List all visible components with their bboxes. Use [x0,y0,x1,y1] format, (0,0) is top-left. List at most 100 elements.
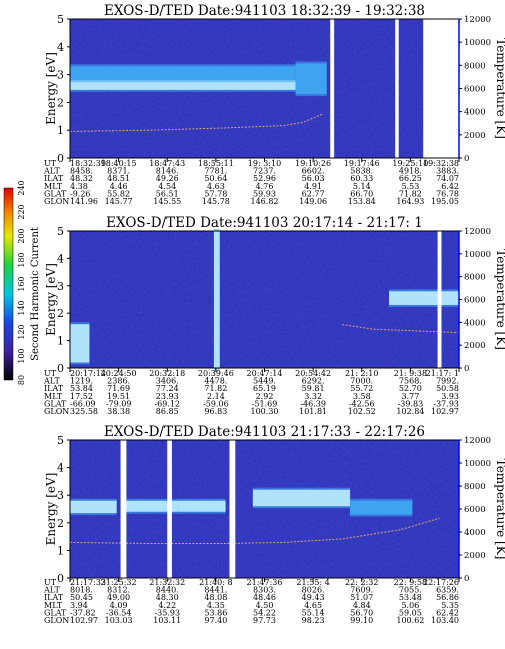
data-gap [395,19,399,158]
row-value: -36.54 [106,608,132,617]
row-value: 21:25:32 [101,578,137,587]
row-value: -37.82 [70,608,96,617]
row-value: 6.42 [441,182,459,191]
y2-tick-label: 8000 [464,482,486,492]
row-value: 20:24:50 [101,369,137,378]
row-value: 145.55 [153,197,181,206]
row-value: 18:47:43 [149,159,185,168]
y2-tick-label: 10000 [464,38,491,48]
row-value: 18:32:39 [70,159,106,168]
row-value: 71.69 [107,384,130,393]
row-value: 56.03 [302,174,325,183]
row-value: 57.78 [204,189,227,198]
row-value: -51.69 [252,399,278,408]
row-value: 7609. [350,586,373,595]
y2-axis-label: Temperature [K] [494,38,505,139]
row-value: 49.26 [156,174,179,183]
colorbar-tick-label: 80 [17,375,26,385]
row-value: 18:55:11 [198,159,234,168]
y2-tick-label: 12000 [464,436,491,446]
row-label: ALT [43,586,60,595]
row-value: 19:25:10 [392,159,428,168]
y-tick-label: 1 [57,124,64,137]
row-value: 60.33 [350,174,373,183]
row-value: 21:55: 4 [296,578,329,587]
row-value: 51.07 [350,593,373,602]
row-value: 71.82 [204,384,227,393]
row-value: 53.86 [204,608,227,617]
row-value: 21:40: 8 [199,578,232,587]
row-value: 55.72 [350,384,373,393]
row-value: -37.93 [433,399,459,408]
row-label: ILAT [44,174,64,183]
panel-2: EXOS-D/TED Date:941103 20:17:14 - 21:17:… [43,215,505,416]
row-value: 4918. [399,167,422,176]
y2-tick-label: 6000 [464,85,486,95]
row-value: 56.70 [350,608,373,617]
row-value: 48.51 [107,174,130,183]
row-value: -46.39 [300,399,326,408]
row-value: 53.84 [70,384,93,393]
row-value: 23.93 [156,392,179,401]
colorbar-tick-label: 200 [17,228,26,243]
colorbar-tick-label: 180 [17,252,26,267]
intensity-band [70,324,90,363]
y-tick-label: 4 [57,41,64,54]
row-value: 48.46 [253,593,276,602]
row-label: UT [44,369,57,378]
data-gap [120,440,127,578]
row-value: 5.35 [441,601,459,610]
row-value: 325.58 [70,407,98,416]
y2-tick-label: 6000 [464,296,486,306]
row-value: 18:40:15 [101,159,137,168]
y2-tick-label: 2000 [464,341,486,351]
row-value: 74.07 [436,174,459,183]
y2-tick-label: 2000 [464,551,486,561]
row-value: 38.38 [107,407,130,416]
row-value: 62.42 [436,608,459,617]
row-value: 4.84 [353,601,371,610]
panel-title: EXOS-D/TED Date:941103 21:17:33 - 22:17:… [104,424,425,440]
y-axis-label: Energy [eV] [44,263,58,336]
intensity-band [70,500,117,514]
row-value: 48.30 [156,593,179,602]
row-value: 22: 9:58 [394,578,427,587]
y-tick-label: 5 [57,434,64,447]
row-value: 102.52 [348,407,376,416]
y-tick-label: 3 [57,69,64,82]
colorbar-label: Second Harmonic Current [30,227,41,361]
intensity-band [178,500,226,512]
row-value: 20:32:18 [149,369,185,378]
y-tick-label: 4 [57,462,64,475]
row-value: 3.32 [304,392,322,401]
panel-title: EXOS-D/TED Date:941103 18:32:39 - 19:32:… [104,3,425,19]
y-tick-label: 2 [57,517,64,530]
data-gap [330,19,335,158]
row-label: GLAT [44,399,67,408]
row-label: ILAT [44,384,64,393]
row-value: 8018. [70,586,93,595]
row-value: 52.70 [399,384,422,393]
y2-tick-label: 4000 [464,528,486,538]
row-value: 48.32 [70,174,93,183]
row-value: 103.40 [431,616,459,625]
row-value: 20:39:46 [198,369,234,378]
row-value: 21: 9:38 [394,369,427,378]
row-value: 102.97 [70,616,98,625]
y-axis-label: Energy [eV] [44,473,58,546]
data-gap [229,440,236,578]
row-label: MLT [44,392,63,401]
row-label: UT [44,159,57,168]
row-value: 21:32:32 [149,578,185,587]
y2-tick-label: 0 [464,364,469,374]
row-value: 3.77 [401,392,419,401]
row-value: 21:17:33 [70,578,106,587]
row-value: 22:17:26 [423,578,459,587]
row-value: 8303. [253,586,276,595]
y2-tick-label: 0 [464,154,469,164]
row-value: 7568. [399,377,422,386]
row-value: 50.64 [204,174,227,183]
y2-tick-label: 8000 [464,61,486,71]
row-value: 8371. [107,167,130,176]
